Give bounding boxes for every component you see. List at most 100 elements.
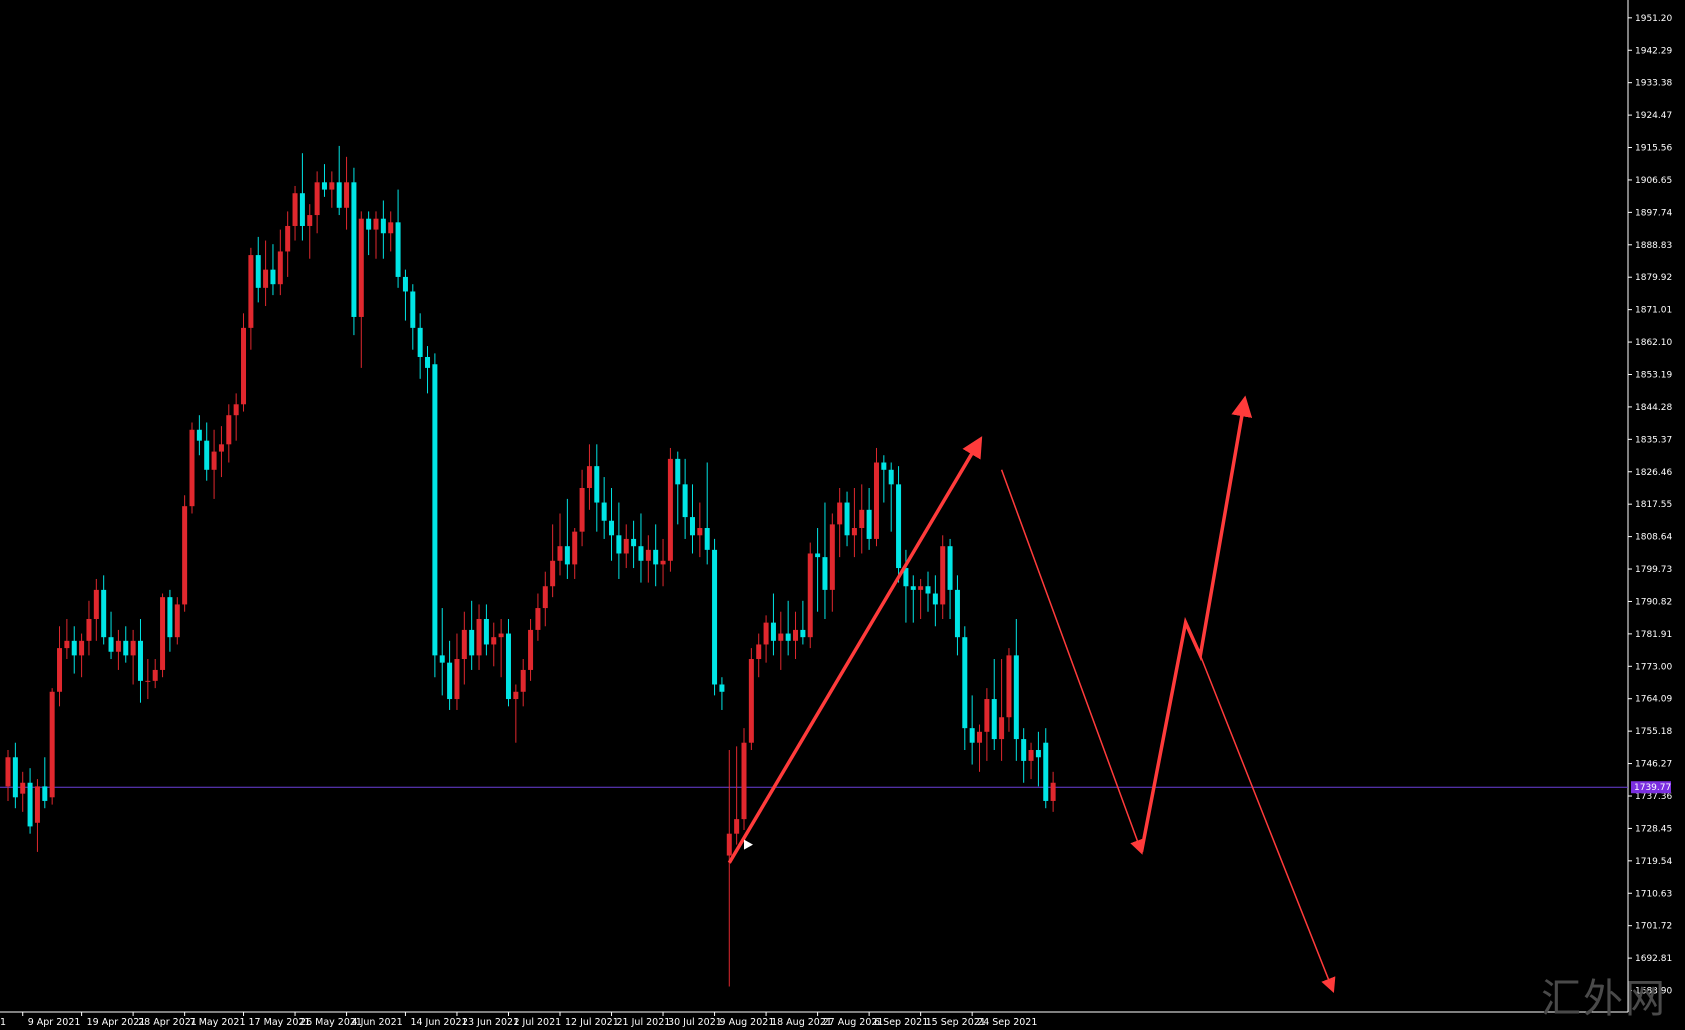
candle bbox=[42, 757, 48, 809]
price-tick-label: 1790.82 bbox=[1635, 597, 1672, 607]
price-tick-label: 1710.63 bbox=[1635, 889, 1672, 899]
date-label: 12 Jul 2021 bbox=[565, 1017, 619, 1028]
candle-body bbox=[101, 589, 107, 638]
candle bbox=[174, 597, 180, 645]
candle bbox=[34, 779, 40, 852]
candle bbox=[631, 520, 637, 569]
candle-body bbox=[86, 618, 92, 641]
candle bbox=[940, 535, 946, 619]
candle bbox=[226, 404, 232, 463]
candle bbox=[137, 618, 143, 703]
candle-body bbox=[71, 640, 77, 656]
candle-body bbox=[675, 458, 681, 485]
candle bbox=[726, 749, 732, 987]
candle bbox=[373, 211, 379, 259]
candle-body bbox=[741, 742, 747, 820]
trend-arrow bbox=[1139, 395, 1253, 853]
candle-body bbox=[285, 225, 291, 252]
candle bbox=[432, 353, 438, 678]
candle bbox=[439, 608, 445, 696]
candle-body bbox=[204, 440, 210, 470]
candle-body bbox=[1035, 749, 1041, 758]
candle bbox=[263, 240, 269, 307]
candle-body bbox=[984, 699, 990, 732]
candle bbox=[49, 688, 55, 805]
candle-body bbox=[638, 546, 644, 561]
price-tick-label: 1933.38 bbox=[1635, 79, 1672, 89]
candle bbox=[748, 648, 754, 750]
date-label: 9 Aug 2021 bbox=[720, 1017, 775, 1028]
price-tick-label: 1906.65 bbox=[1635, 176, 1672, 186]
candle-body bbox=[218, 444, 224, 452]
price-tick-label: 1799.73 bbox=[1635, 565, 1672, 575]
candle bbox=[86, 600, 92, 656]
candle-body bbox=[402, 276, 408, 292]
candle bbox=[248, 247, 254, 350]
candle bbox=[520, 659, 526, 707]
candle-body bbox=[697, 528, 703, 536]
candle-body bbox=[954, 589, 960, 638]
price-tick-label: 1737.36 bbox=[1635, 792, 1672, 802]
candle bbox=[344, 156, 350, 230]
date-label: 18 Aug 2021 bbox=[771, 1017, 832, 1028]
candle-body bbox=[211, 451, 217, 470]
candle-body bbox=[837, 502, 843, 525]
candle-body bbox=[351, 182, 357, 317]
candle-body bbox=[314, 182, 320, 216]
candle-body bbox=[432, 364, 438, 656]
candle bbox=[866, 487, 872, 550]
candle bbox=[1028, 742, 1034, 780]
candle bbox=[851, 487, 857, 558]
candle-body bbox=[447, 662, 453, 700]
price-tick-label: 1755.18 bbox=[1635, 727, 1672, 737]
candle bbox=[682, 458, 688, 539]
candle-body bbox=[793, 629, 799, 641]
candle-body bbox=[829, 524, 835, 590]
candle-body bbox=[358, 218, 364, 317]
candle bbox=[358, 211, 364, 368]
candle-body bbox=[454, 659, 460, 700]
candle-body bbox=[748, 659, 754, 743]
candle-body bbox=[439, 655, 445, 663]
candle-body bbox=[307, 215, 313, 226]
candle bbox=[101, 575, 107, 645]
candle-body bbox=[616, 535, 622, 554]
candle-body bbox=[756, 644, 762, 660]
candle bbox=[292, 185, 298, 241]
trend-arrow bbox=[1000, 469, 1145, 855]
candle-body bbox=[572, 531, 578, 565]
candle bbox=[778, 611, 784, 670]
candle-body bbox=[918, 586, 924, 590]
candle-body bbox=[263, 269, 269, 288]
candle-body bbox=[999, 717, 1005, 740]
candle-body bbox=[734, 819, 740, 834]
candle-body bbox=[785, 633, 791, 641]
candle bbox=[888, 462, 894, 532]
candle bbox=[255, 236, 261, 303]
trend-arrow bbox=[1199, 655, 1336, 993]
candle-body bbox=[991, 699, 997, 740]
candle-body bbox=[932, 593, 938, 605]
candle bbox=[910, 575, 916, 623]
candle bbox=[1050, 771, 1056, 812]
candle-body bbox=[844, 502, 850, 536]
candle-body bbox=[255, 255, 261, 288]
candle bbox=[469, 600, 475, 670]
candle-body bbox=[167, 597, 173, 638]
candle-body bbox=[557, 546, 563, 561]
price-tick-label: 1942.29 bbox=[1635, 46, 1672, 56]
candle bbox=[447, 640, 453, 710]
candle-body bbox=[189, 429, 195, 507]
candle-body bbox=[1021, 739, 1027, 761]
candle bbox=[476, 604, 482, 670]
candle bbox=[505, 618, 511, 707]
candle bbox=[653, 524, 659, 587]
candle bbox=[93, 578, 99, 641]
candle bbox=[189, 422, 195, 514]
candle-body bbox=[373, 218, 379, 230]
candle-body bbox=[152, 669, 158, 681]
candle-body bbox=[851, 528, 857, 536]
candle-body bbox=[270, 269, 276, 285]
candle bbox=[5, 749, 11, 801]
